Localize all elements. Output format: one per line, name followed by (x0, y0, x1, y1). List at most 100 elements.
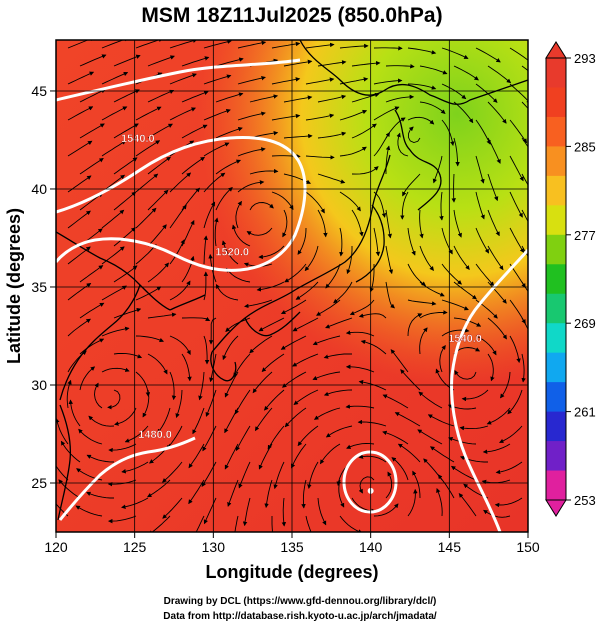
streamline (382, 394, 409, 409)
colorbar-swatch (546, 293, 566, 324)
y-axis-title: Latitude (degrees) (4, 208, 24, 364)
streamline (88, 415, 115, 427)
streamline (258, 443, 273, 470)
streamline (317, 173, 346, 184)
streamline (215, 57, 244, 67)
streamline (203, 108, 231, 121)
x-tick-label: 130 (202, 539, 226, 555)
streamline (475, 263, 495, 287)
streamline (67, 282, 92, 301)
streamline (458, 493, 477, 517)
y-tick-label: 45 (31, 83, 47, 99)
streamline (203, 40, 232, 49)
streamline (441, 263, 462, 285)
streamline (453, 281, 477, 300)
streamline (509, 191, 523, 218)
streamline (188, 479, 205, 505)
streamline (181, 156, 206, 175)
streamline (113, 191, 137, 211)
streamline (346, 246, 353, 275)
streamline (521, 209, 528, 223)
streamline (487, 353, 495, 382)
streamline (113, 123, 139, 139)
streamline (56, 465, 69, 481)
streamline (214, 217, 219, 247)
streamline (282, 371, 307, 388)
streamline (113, 227, 136, 247)
contour-label: 1540.0 (448, 333, 482, 345)
colorbar-swatch (546, 323, 566, 354)
colorbar-label: 277 (574, 228, 596, 243)
streamline (487, 65, 512, 84)
streamline (86, 454, 115, 463)
streamline (75, 505, 103, 517)
streamline (208, 317, 217, 345)
streamline (495, 461, 523, 475)
streamline (271, 113, 301, 121)
streamline (346, 443, 375, 449)
streamline (500, 371, 511, 399)
streamline (169, 107, 196, 121)
colorbar-label: 261 (574, 405, 596, 420)
streamline (385, 64, 415, 69)
streamline (203, 497, 217, 525)
streamline (400, 191, 409, 220)
streamline (205, 389, 217, 417)
streamline (113, 54, 141, 67)
streamline (79, 89, 106, 103)
streamline (418, 391, 443, 409)
streamline (487, 173, 499, 202)
streamline (271, 41, 301, 49)
streamline (280, 335, 307, 350)
y-axis: 25 30 35 40 45 (31, 83, 56, 491)
streamline (429, 446, 455, 463)
streamline (494, 497, 523, 508)
streamline (273, 461, 285, 490)
streamline (157, 407, 171, 434)
streamline (351, 209, 364, 237)
contour-label: 1480.0 (138, 429, 172, 441)
streamline (67, 71, 95, 85)
streamline (345, 330, 375, 337)
streamline (162, 461, 183, 483)
streamline (396, 132, 409, 157)
colorbar: 293 285 277 269 261 253 (545, 41, 596, 517)
streamline (339, 146, 367, 157)
streamline (373, 191, 387, 218)
streamline (169, 239, 185, 265)
streamline (385, 94, 415, 103)
streamline (221, 240, 239, 265)
streamline (338, 479, 345, 508)
streamline (448, 436, 477, 445)
streamline (358, 313, 387, 319)
contour-label: 1520.0 (215, 247, 249, 259)
streamline (385, 245, 394, 275)
streamline (441, 83, 467, 100)
y-tick-label: 35 (31, 279, 47, 295)
streamline (482, 443, 511, 454)
streamline (249, 94, 279, 103)
streamline (385, 471, 393, 499)
streamline (373, 78, 403, 85)
streamline (246, 227, 273, 236)
streamline (385, 281, 395, 309)
streamline (432, 155, 443, 184)
colorbar-frame (545, 57, 567, 501)
streamline (437, 474, 455, 499)
streamline (79, 302, 105, 319)
streamline (453, 137, 460, 167)
streamline (312, 371, 341, 381)
streamline (339, 191, 361, 212)
streamline (441, 299, 469, 311)
streamline (261, 353, 285, 373)
streamline (234, 515, 239, 532)
streamline (124, 425, 149, 443)
streamline (339, 227, 344, 257)
streamline (198, 371, 205, 401)
streamline (108, 443, 137, 453)
streamline (195, 515, 205, 532)
streamline (135, 140, 161, 157)
isohypse-contours (56, 58, 528, 532)
streamline (521, 245, 528, 258)
streamline (101, 209, 125, 229)
